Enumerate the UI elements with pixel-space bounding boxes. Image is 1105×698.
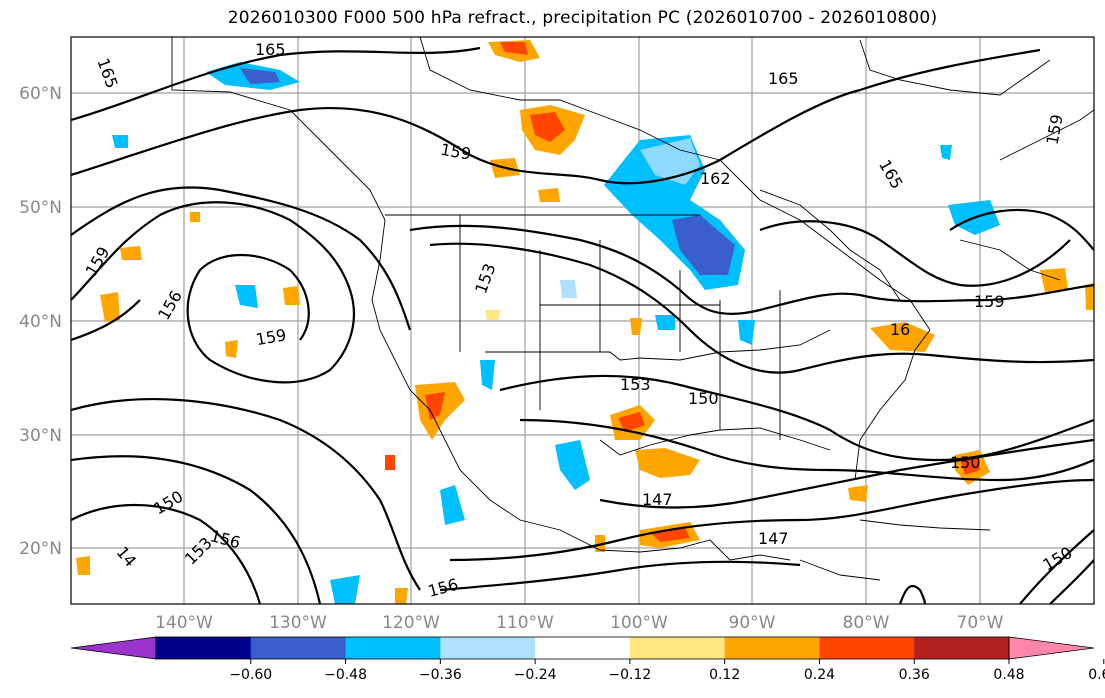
colorbar-tick-label: 0.48 (993, 667, 1024, 683)
lon-label-80w: 80°W (843, 613, 890, 633)
contour-label: 165 (768, 69, 799, 88)
colorbar-tick-label: 0.60 (1088, 667, 1105, 683)
lon-label-120w: 120°W (382, 613, 440, 633)
colorbar-cell (629, 637, 726, 659)
colorbar-cell (914, 637, 1010, 659)
colorbar-ticks: −0.60 −0.48 −0.36 −0.24 −0.12 0.12 0.24 0.36 0.4… (229, 659, 1105, 683)
colorbar-cell (250, 637, 347, 659)
contour-label: 150 (688, 389, 719, 408)
contour-label: 153 (620, 375, 651, 394)
colorbar-left-extension (70, 636, 157, 660)
latitude-labels: 60°N 50°N 40°N 30°N 20°N (19, 84, 62, 559)
contour-label: 147 (758, 529, 789, 548)
colorbar-cells (156, 637, 1010, 659)
colorbar-tick-label: −0.48 (324, 667, 367, 683)
colorbar-cell (535, 637, 631, 659)
longitude-labels: 140°W 130°W 120°W 110°W 100°W 90°W 80°W … (155, 613, 1004, 633)
contour-label: 150 (950, 453, 981, 472)
contour-label: 159 (974, 292, 1005, 311)
coastlines (171, 37, 1094, 581)
colorbar: −0.60 −0.48 −0.36 −0.24 −0.12 0.12 0.24 0.36 0.4… (70, 636, 1105, 683)
lon-label-70w: 70°W (957, 613, 1004, 633)
colorbar-cell (345, 637, 441, 659)
contour-label: 16 (890, 320, 910, 339)
contour-label: 147 (642, 490, 673, 509)
lon-label-140w: 140°W (155, 613, 213, 633)
colorbar-right-extension (1008, 636, 1095, 660)
map-frame (70, 36, 1095, 605)
colorbar-cell (156, 637, 252, 659)
contour-label: 165 (255, 40, 286, 59)
map-title: 2026010300 F000 500 hPa refract., precip… (227, 8, 938, 28)
colorbar-tick-label: −0.24 (514, 667, 557, 683)
lat-label-30n: 30°N (19, 426, 62, 446)
colorbar-tick-label: 0.36 (899, 667, 930, 683)
colorbar-tick-label: −0.12 (608, 667, 651, 683)
colorbar-cell (440, 637, 536, 659)
lat-label-50n: 50°N (19, 198, 62, 218)
colorbar-tick-label: 0.12 (709, 667, 740, 683)
lon-label-130w: 130°W (269, 613, 327, 633)
lat-label-40n: 40°N (19, 312, 62, 332)
colorbar-cell (819, 637, 915, 659)
lon-label-90w: 90°W (729, 613, 776, 633)
contour-label: 162 (700, 169, 731, 188)
colorbar-cell (724, 637, 820, 659)
lat-label-60n: 60°N (19, 84, 62, 104)
lon-label-110w: 110°W (496, 613, 554, 633)
lon-label-100w: 100°W (610, 613, 668, 633)
colorbar-tick-label: −0.36 (419, 667, 462, 683)
colorbar-tick-label: 0.24 (804, 667, 835, 683)
lat-label-20n: 20°N (19, 539, 62, 559)
colorbar-tick-label: −0.60 (229, 667, 272, 683)
refractivity-contours (71, 46, 1094, 604)
colorbar-outline (155, 636, 1010, 660)
